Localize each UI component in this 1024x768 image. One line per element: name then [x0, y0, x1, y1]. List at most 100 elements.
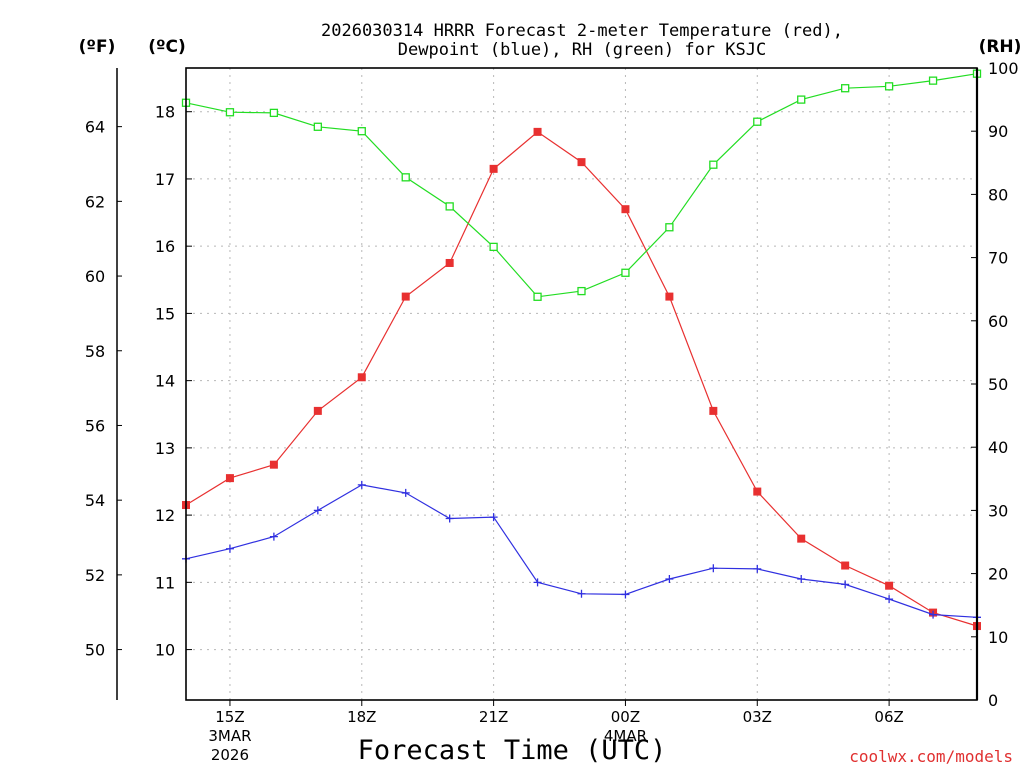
fahrenheit-tick-label: 58 — [85, 342, 105, 361]
celsius-tick-label: 15 — [155, 304, 175, 323]
temperature-point — [577, 158, 586, 167]
x-axis-title: Forecast Time (UTC) — [358, 735, 667, 766]
rh-point — [797, 95, 806, 104]
time-tick-label: 15Z — [215, 708, 244, 726]
series-layer — [181, 69, 982, 631]
celsius-tick-label: 18 — [155, 103, 175, 122]
rh-point — [928, 76, 938, 85]
celsius-tick-label: 10 — [155, 641, 175, 660]
dewpoint-point — [797, 574, 806, 583]
fahrenheit-tick-label: 50 — [85, 641, 105, 660]
rh-unit-label: (RH) — [979, 37, 1022, 57]
temperature-point — [621, 205, 630, 214]
dewpoint-point — [621, 590, 630, 599]
fahrenheit-tick-label: 52 — [85, 566, 105, 585]
rh-point — [225, 108, 235, 117]
dewpoint-point — [577, 589, 586, 598]
rh-tick-label: 0 — [988, 691, 998, 710]
dewpoint-point — [313, 506, 322, 515]
fahrenheit-unit-label: (ºF) — [79, 37, 116, 57]
rh-tick-label: 40 — [988, 438, 1008, 457]
time-tick-label: 21Z — [479, 708, 508, 726]
temperature-point — [533, 127, 542, 136]
fahrenheit-tick-label: 60 — [85, 267, 105, 286]
celsius-tick-label: 13 — [155, 439, 175, 458]
dewpoint-point — [929, 610, 938, 619]
dewpoint-point — [753, 564, 762, 573]
site-credit: coolwx.com/models — [849, 747, 1013, 766]
time-tick-label: 18Z — [347, 708, 376, 726]
rh-point — [445, 202, 454, 211]
dewpoint-point — [841, 580, 850, 589]
rh-point — [621, 268, 630, 277]
rh-line — [185, 73, 978, 298]
temperature-point — [489, 164, 498, 173]
time-tick-label: 03Z — [743, 708, 772, 726]
rh-point — [489, 242, 498, 252]
rh-point — [841, 84, 850, 93]
celsius-axis: 10 11 12 13 14 15 16 17 18 — [155, 103, 192, 660]
temperature-point — [665, 292, 674, 301]
dewpoint-point — [885, 595, 894, 604]
rh-point — [577, 286, 586, 296]
temperature-point — [709, 406, 718, 415]
rh-axis: 0 10 20 30 40 50 60 70 80 90 100 — [971, 59, 1019, 710]
rh-tick-label: 50 — [988, 375, 1008, 394]
rh-tick-label: 30 — [988, 501, 1008, 520]
chart-title-line-1: 2026030314 HRRR Forecast 2-meter Tempera… — [321, 21, 843, 41]
temperature-point — [357, 373, 366, 382]
dewpoint-point — [665, 574, 674, 583]
rh-tick-label: 20 — [988, 565, 1008, 584]
rh-point — [313, 122, 322, 131]
rh-tick-label: 90 — [988, 122, 1008, 141]
dewpoint-point — [709, 564, 718, 573]
fahrenheit-tick-label: 62 — [85, 192, 105, 211]
celsius-tick-label: 16 — [155, 237, 175, 256]
year-label: 2026 — [211, 746, 249, 764]
dewpoint-point — [533, 578, 542, 587]
rh-tick-label: 60 — [988, 312, 1008, 331]
temperature-point — [885, 581, 894, 590]
rh-point — [709, 160, 718, 169]
temperature-point — [269, 460, 278, 469]
fahrenheit-tick-label: 54 — [85, 491, 105, 510]
fahrenheit-tick-label: 64 — [85, 118, 105, 137]
rh-point — [533, 292, 542, 301]
time-tick-label: 00Z — [611, 708, 640, 726]
celsius-tick-label: 11 — [155, 573, 175, 592]
temperature-point — [797, 534, 806, 543]
dewpoint-point — [225, 544, 234, 553]
rh-point — [753, 117, 762, 126]
temperature-point — [445, 258, 454, 267]
fahrenheit-axis: 50 52 54 56 58 60 62 64 — [85, 68, 122, 700]
dewpoint-point — [489, 513, 498, 522]
chart-title-line-2: Dewpoint (blue), RH (green) for KSJC — [398, 40, 766, 60]
dewpoint-point — [357, 480, 366, 489]
rh-tick-label: 100 — [988, 59, 1019, 78]
temperature-point — [225, 474, 234, 483]
temperature-point — [753, 487, 762, 496]
time-tick-label: 06Z — [874, 708, 903, 726]
celsius-tick-label: 14 — [155, 372, 175, 391]
rh-point — [665, 223, 674, 232]
rh-tick-label: 70 — [988, 249, 1008, 268]
temperature-point — [841, 561, 850, 570]
celsius-unit-label: (ºC) — [148, 37, 186, 57]
rh-tick-label: 10 — [988, 628, 1008, 647]
temperature-line — [185, 131, 978, 627]
dewpoint-point — [445, 514, 454, 523]
rh-point — [269, 108, 279, 118]
rh-point — [401, 173, 410, 182]
temperature-point — [401, 292, 410, 301]
rh-tick-label: 80 — [988, 185, 1008, 204]
dewpoint-point — [401, 488, 410, 497]
celsius-tick-label: 12 — [155, 506, 175, 525]
date-label: 3MAR — [208, 727, 251, 745]
rh-point — [357, 127, 366, 136]
dewpoint-point — [269, 532, 278, 541]
fahrenheit-tick-label: 56 — [85, 416, 105, 435]
temperature-point — [313, 406, 322, 415]
celsius-tick-label: 17 — [155, 170, 175, 189]
